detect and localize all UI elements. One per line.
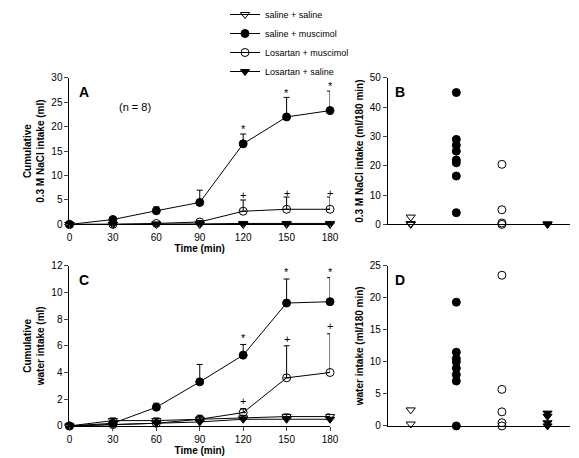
svg-text:25: 25	[51, 97, 63, 108]
svg-text:water intake (ml/180 min): water intake (ml/180 min)	[354, 286, 365, 406]
svg-text:Time (min): Time (min)	[175, 243, 225, 254]
svg-text:0: 0	[57, 219, 63, 230]
svg-text:*: *	[328, 266, 333, 278]
svg-text:180: 180	[322, 434, 339, 445]
svg-text:Time (min): Time (min)	[175, 445, 225, 456]
svg-text:0.3 M NaCl intake (ml/180 min): 0.3 M NaCl intake (ml/180 min)	[354, 79, 365, 222]
svg-text:150: 150	[278, 434, 295, 445]
svg-text:5: 5	[375, 388, 381, 399]
svg-text:180: 180	[322, 232, 339, 243]
svg-text:saline + saline: saline + saline	[265, 10, 322, 20]
svg-text:15: 15	[370, 324, 382, 335]
svg-text:30: 30	[107, 434, 119, 445]
svg-text:D: D	[395, 272, 405, 288]
svg-text:B: B	[395, 84, 405, 100]
svg-text:15: 15	[51, 146, 63, 157]
svg-text:90: 90	[194, 434, 206, 445]
svg-text:5: 5	[57, 194, 63, 205]
svg-text:+: +	[240, 189, 246, 201]
svg-text:*: *	[284, 266, 289, 278]
svg-text:10: 10	[370, 190, 382, 201]
svg-text:0: 0	[67, 232, 73, 243]
svg-text:10: 10	[370, 356, 382, 367]
svg-text:+: +	[284, 333, 290, 345]
svg-text:0: 0	[67, 434, 73, 445]
svg-text:Losartan + muscimol: Losartan + muscimol	[265, 48, 348, 58]
svg-text:Cumulative0.3 M NaCl intake (m: Cumulative0.3 M NaCl intake (ml)	[22, 99, 46, 202]
svg-text:4: 4	[57, 367, 63, 378]
svg-text:0: 0	[375, 219, 381, 230]
svg-text:30: 30	[107, 232, 119, 243]
svg-text:20: 20	[370, 160, 382, 171]
svg-text:Cumulativewater intake (ml): Cumulativewater intake (ml)	[22, 306, 46, 386]
svg-text:0: 0	[375, 420, 381, 431]
svg-text:60: 60	[151, 434, 163, 445]
svg-text:+: +	[240, 395, 246, 407]
svg-text:+: +	[327, 320, 333, 332]
svg-text:6: 6	[57, 340, 63, 351]
svg-text:90: 90	[194, 232, 206, 243]
svg-text:A: A	[79, 84, 89, 100]
svg-text:40: 40	[370, 102, 382, 113]
svg-text:25: 25	[370, 260, 382, 271]
svg-text:Losartan + saline: Losartan + saline	[265, 67, 334, 77]
svg-text:*: *	[241, 123, 246, 135]
svg-text:*: *	[328, 80, 333, 92]
svg-text:30: 30	[370, 131, 382, 142]
svg-text:60: 60	[151, 232, 163, 243]
svg-text:20: 20	[370, 292, 382, 303]
svg-text:10: 10	[51, 287, 63, 298]
svg-text:10: 10	[51, 170, 63, 181]
svg-text:150: 150	[278, 232, 295, 243]
svg-text:0: 0	[57, 420, 63, 431]
svg-text:20: 20	[51, 121, 63, 132]
svg-text:C: C	[79, 272, 89, 288]
svg-text:(n = 8): (n = 8)	[119, 101, 151, 113]
svg-text:120: 120	[235, 434, 252, 445]
svg-text:50: 50	[370, 72, 382, 83]
svg-text:12: 12	[51, 260, 63, 271]
svg-text:8: 8	[57, 314, 63, 325]
svg-text:*: *	[284, 87, 289, 99]
svg-text:+: +	[284, 187, 290, 199]
svg-text:+: +	[327, 187, 333, 199]
svg-text:30: 30	[51, 72, 63, 83]
svg-text:*: *	[241, 332, 246, 344]
svg-text:120: 120	[235, 232, 252, 243]
svg-text:saline + muscimol: saline + muscimol	[265, 29, 337, 39]
svg-text:2: 2	[57, 394, 63, 405]
